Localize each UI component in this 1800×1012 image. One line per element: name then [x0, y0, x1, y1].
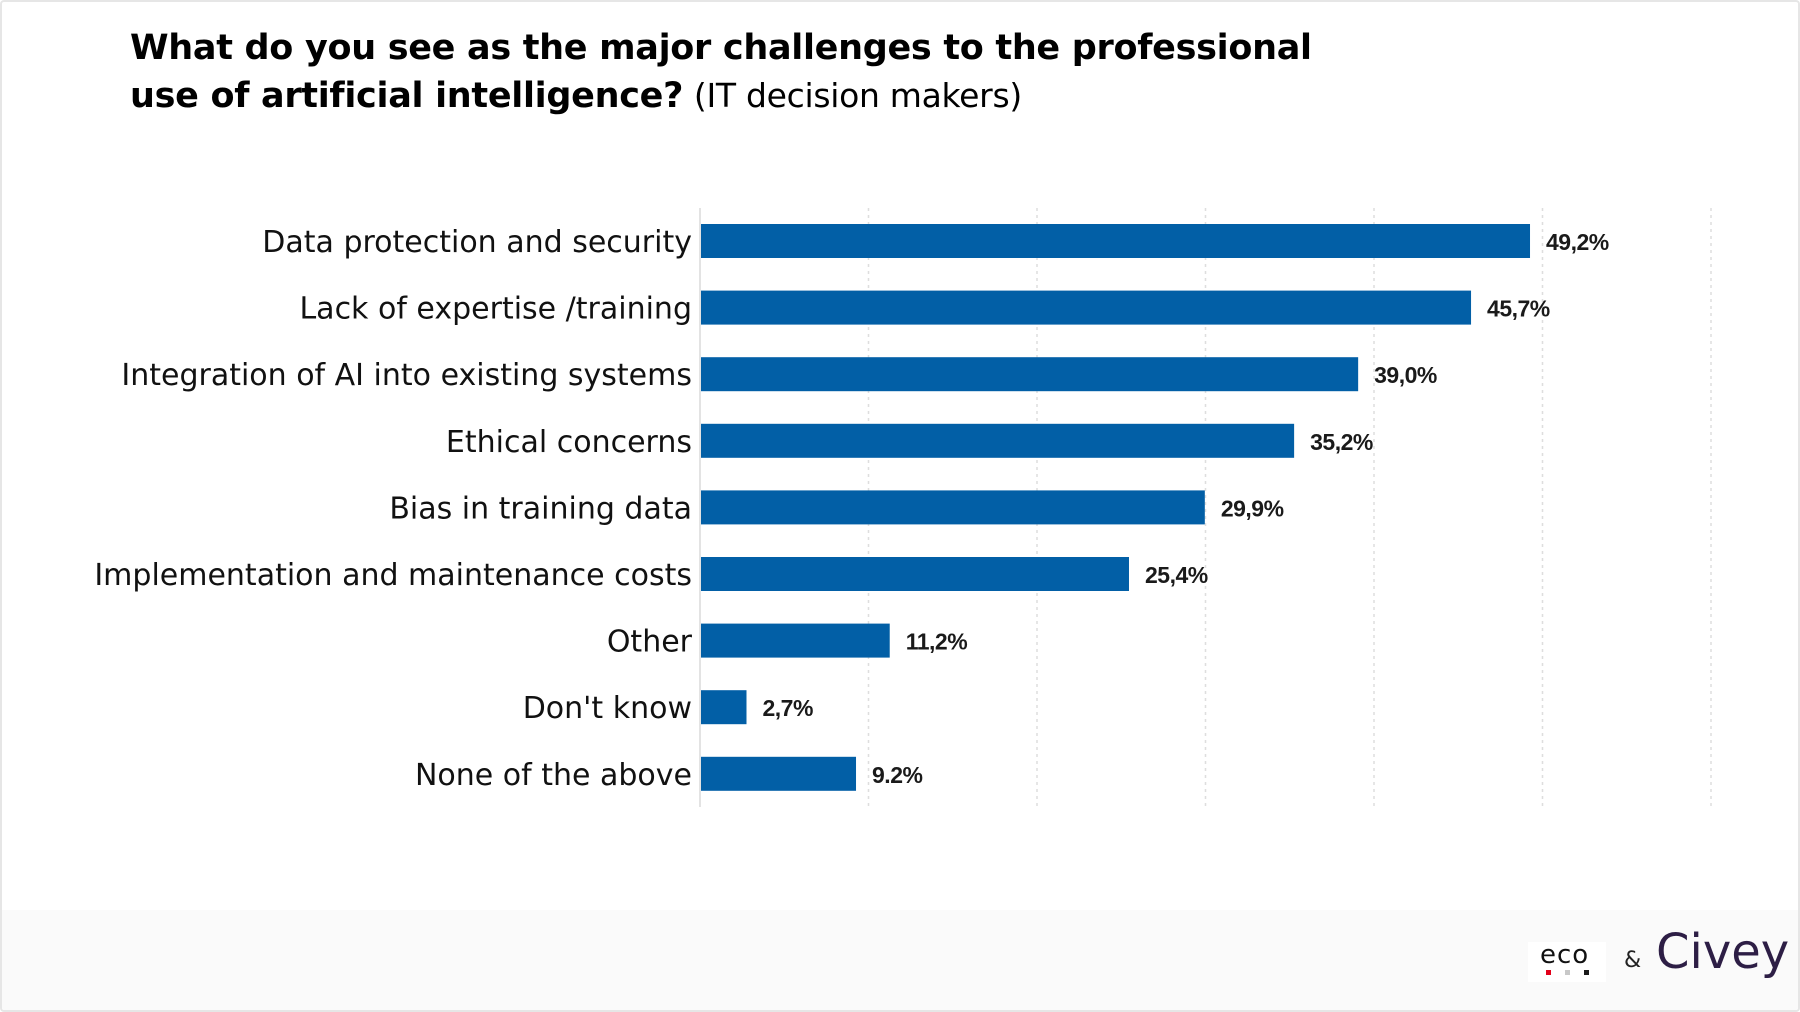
bar: [701, 623, 890, 658]
data-label: 45,7%: [1487, 296, 1550, 322]
bar: [701, 357, 1359, 392]
bar: [701, 756, 857, 791]
bar: [701, 423, 1295, 458]
bar: [701, 224, 1531, 258]
civey-logo: Civey: [1656, 924, 1790, 980]
data-label: 49,2%: [1546, 229, 1609, 255]
footer: eco & Civey: [2, 910, 1798, 1010]
data-label: 35,2%: [1310, 429, 1373, 455]
category-label: Don't know: [523, 691, 692, 726]
data-label: 25,4%: [1145, 562, 1208, 588]
ampersand: &: [1624, 948, 1642, 973]
data-label: 9.2%: [872, 762, 922, 788]
chart-title: What do you see as the major challenges …: [130, 24, 1330, 120]
category-label: Lack of expertise /training: [299, 292, 692, 327]
data-label: 39,0%: [1374, 362, 1437, 388]
category-label: Data protection and security: [262, 225, 692, 260]
category-label: Implementation and maintenance costs: [94, 558, 692, 593]
data-label: 29,9%: [1221, 495, 1284, 521]
eco-logo: eco: [1528, 940, 1606, 982]
eco-dot-black: [1584, 970, 1589, 975]
eco-dot-grey: [1565, 970, 1570, 975]
bar-chart: Data protection and security 49,2% Lack of…: [94, 208, 1712, 807]
category-label: Bias in training data: [389, 491, 692, 526]
title-question: What do you see as the major challenges …: [130, 28, 1312, 116]
eco-logo-text: eco: [1540, 940, 1590, 970]
bar: [701, 690, 747, 725]
data-label: 11,2%: [906, 629, 967, 655]
category-label: Integration of AI into existing systems: [121, 358, 692, 393]
bar: [701, 490, 1205, 525]
category-label: Other: [607, 625, 693, 660]
category-label: Ethical concerns: [446, 425, 692, 460]
data-label: 2,7%: [762, 695, 812, 721]
category-label: None of the above: [415, 758, 692, 793]
eco-dot-red: [1546, 970, 1551, 975]
title-audience: (IT decision makers): [693, 76, 1022, 115]
bar: [701, 557, 1129, 591]
bar: [701, 290, 1472, 325]
